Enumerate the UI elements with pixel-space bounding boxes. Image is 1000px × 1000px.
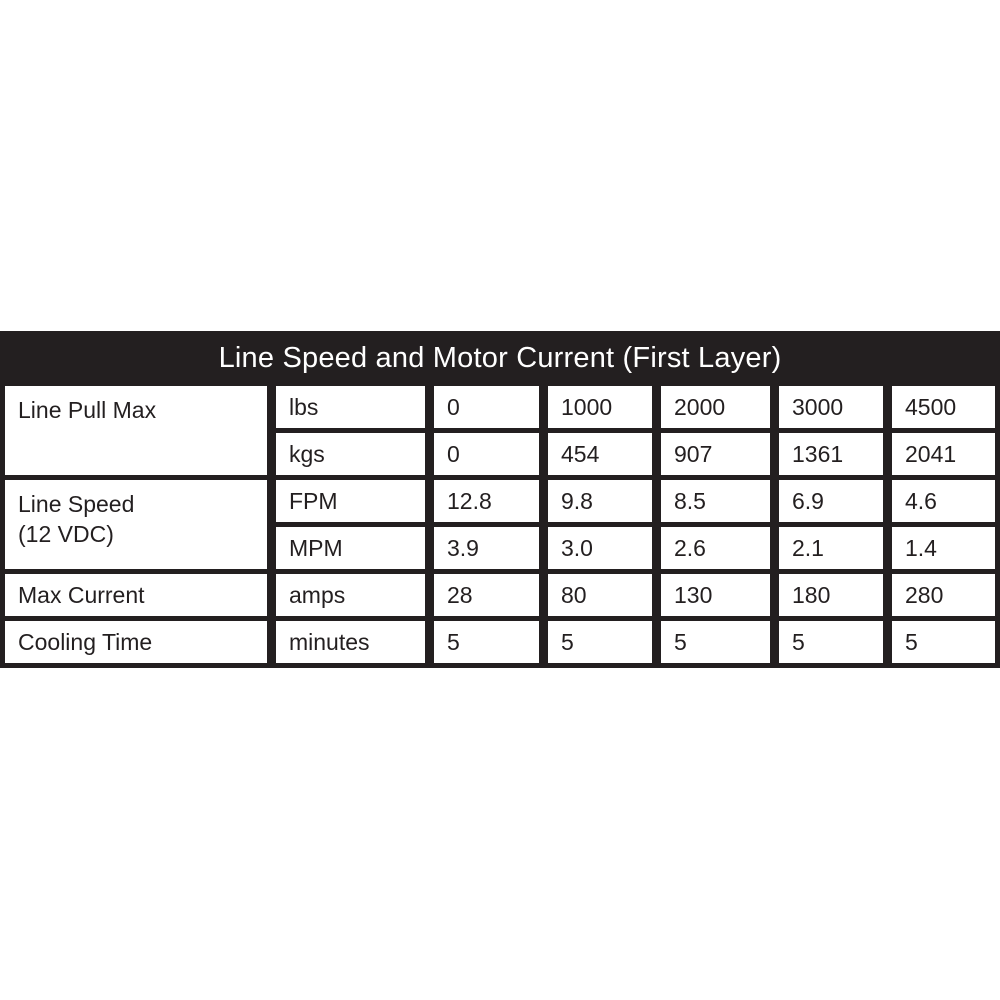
value-cell: 5 [779, 621, 883, 663]
value-cell: 0 [434, 386, 539, 428]
value-cell: 454 [548, 433, 652, 475]
value-cell: 5 [661, 621, 770, 663]
value-cell: 4.6 [892, 480, 995, 522]
value-cell: 9.8 [548, 480, 652, 522]
value-cell: 1361 [779, 433, 883, 475]
value-cell: 2.1 [779, 527, 883, 569]
row-label-text-line2: (12 VDC) [18, 521, 114, 547]
value-cell: 1.4 [892, 527, 995, 569]
value-cell: 3.0 [548, 527, 652, 569]
row-label-text: Line Pull Max [18, 397, 157, 423]
table-title: Line Speed and Motor Current (First Laye… [5, 336, 995, 381]
value-cell: 1000 [548, 386, 652, 428]
value-cell: 3.9 [434, 527, 539, 569]
value-cell: 3000 [779, 386, 883, 428]
unit-cell-kgs: kgs [276, 433, 425, 475]
value-cell: 2.6 [661, 527, 770, 569]
unit-cell-fpm: FPM [276, 480, 425, 522]
value-cell: 5 [892, 621, 995, 663]
value-cell: 2000 [661, 386, 770, 428]
value-cell: 280 [892, 574, 995, 616]
unit-cell-mpm: MPM [276, 527, 425, 569]
value-cell: 907 [661, 433, 770, 475]
row-label-max-current: Max Current [5, 574, 267, 616]
unit-cell-minutes: minutes [276, 621, 425, 663]
unit-cell-lbs: lbs [276, 386, 425, 428]
value-cell: 0 [434, 433, 539, 475]
row-label-line-speed: Line Speed (12 VDC) [5, 480, 267, 569]
value-cell: 4500 [892, 386, 995, 428]
value-cell: 80 [548, 574, 652, 616]
value-cell: 6.9 [779, 480, 883, 522]
value-cell: 28 [434, 574, 539, 616]
row-label-text-line1: Line Speed [18, 491, 135, 517]
row-label-cooling-time: Cooling Time [5, 621, 267, 663]
value-cell: 130 [661, 574, 770, 616]
value-cell: 2041 [892, 433, 995, 475]
spec-table: Line Speed and Motor Current (First Laye… [0, 331, 1000, 668]
unit-cell-amps: amps [276, 574, 425, 616]
value-cell: 5 [548, 621, 652, 663]
value-cell: 12.8 [434, 480, 539, 522]
value-cell: 5 [434, 621, 539, 663]
row-label-line-pull-max: Line Pull Max [5, 386, 267, 475]
value-cell: 180 [779, 574, 883, 616]
value-cell: 8.5 [661, 480, 770, 522]
